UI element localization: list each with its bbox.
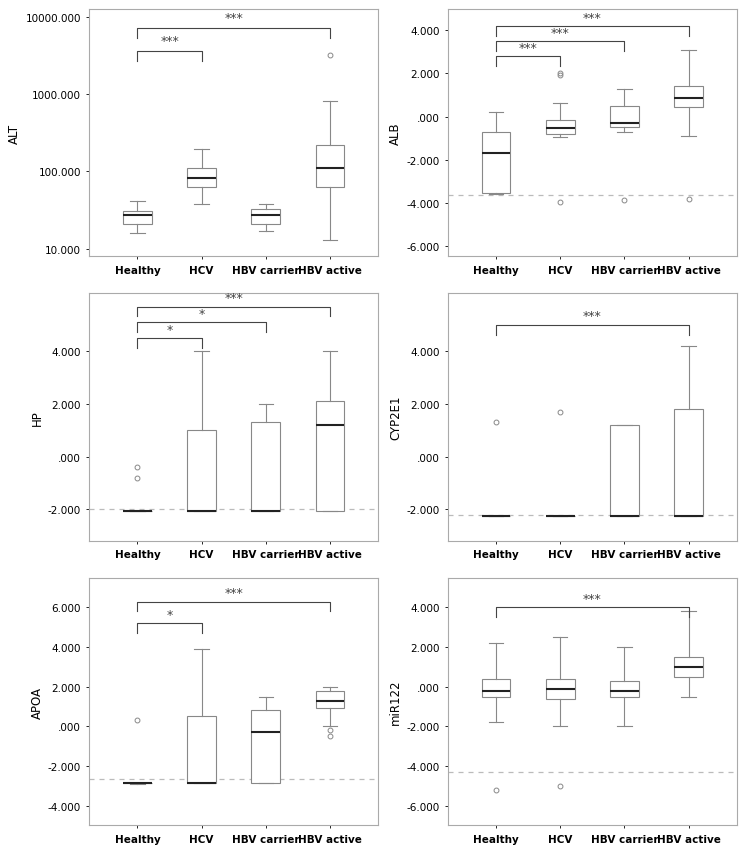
Text: ***: ***: [583, 592, 602, 605]
Text: ***: ***: [583, 310, 602, 323]
Text: ***: ***: [551, 26, 570, 40]
PathPatch shape: [187, 717, 216, 783]
PathPatch shape: [316, 146, 344, 188]
Y-axis label: CYP2E1: CYP2E1: [389, 395, 402, 440]
PathPatch shape: [316, 691, 344, 709]
Text: ***: ***: [224, 291, 243, 305]
Text: *: *: [166, 608, 173, 621]
Text: ***: ***: [160, 35, 179, 48]
Text: *: *: [166, 323, 173, 337]
PathPatch shape: [610, 681, 638, 697]
Text: *: *: [198, 308, 205, 320]
Y-axis label: APOA: APOA: [31, 686, 44, 717]
PathPatch shape: [546, 121, 574, 135]
PathPatch shape: [610, 425, 638, 516]
PathPatch shape: [251, 423, 280, 511]
PathPatch shape: [674, 657, 703, 677]
Text: ***: ***: [224, 12, 243, 25]
Text: ***: ***: [583, 12, 602, 25]
Text: ***: ***: [224, 586, 243, 599]
PathPatch shape: [251, 711, 280, 783]
PathPatch shape: [546, 679, 574, 699]
Y-axis label: ALT: ALT: [8, 124, 22, 144]
PathPatch shape: [316, 402, 344, 511]
Y-axis label: ALB: ALB: [389, 122, 402, 145]
PathPatch shape: [481, 132, 510, 193]
PathPatch shape: [251, 210, 280, 225]
PathPatch shape: [674, 410, 703, 516]
PathPatch shape: [187, 431, 216, 511]
PathPatch shape: [610, 106, 638, 128]
PathPatch shape: [481, 679, 510, 697]
Y-axis label: miR122: miR122: [389, 679, 402, 724]
PathPatch shape: [123, 211, 152, 225]
PathPatch shape: [674, 87, 703, 107]
Text: ***: ***: [519, 42, 537, 55]
Y-axis label: HP: HP: [31, 410, 44, 425]
PathPatch shape: [187, 169, 216, 188]
